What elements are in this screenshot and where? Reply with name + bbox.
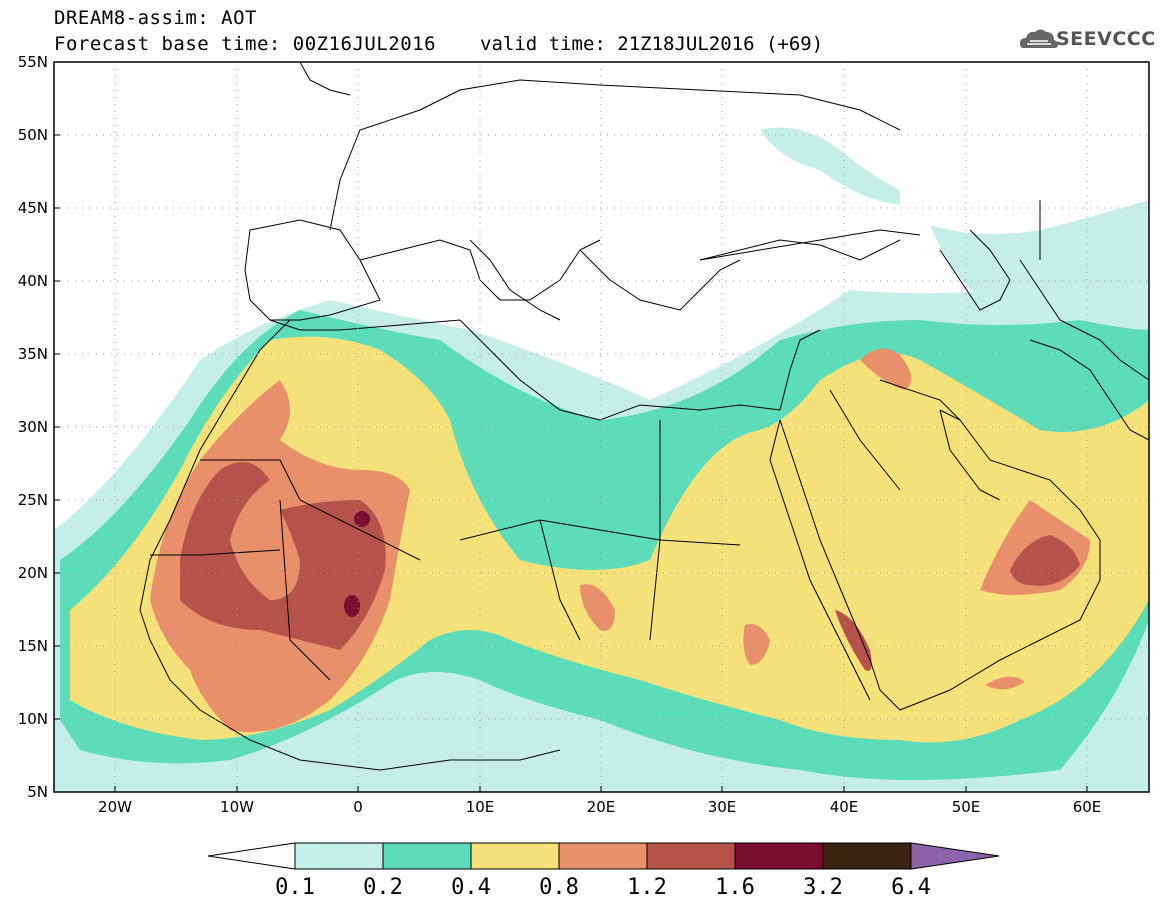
- lat-label: 50N: [18, 126, 48, 144]
- colorbar-label: 6.4: [891, 875, 931, 900]
- latitude-labels: 5N 10N 15N 20N 25N 30N 35N 40N 45N 50N 5…: [18, 53, 48, 801]
- aot-band-1.6-b: [344, 595, 360, 617]
- lat-label: 45N: [18, 199, 48, 217]
- aot-band-1.6-a: [354, 511, 370, 527]
- colorbar-label: 0.2: [363, 875, 403, 900]
- aot-band-0.8-sudan: [743, 624, 770, 665]
- colorbar-under-triangle: [207, 842, 296, 870]
- aot-band-0.8-iraq: [860, 348, 912, 390]
- aot-band-1.2: [180, 462, 386, 650]
- colorbar-swatch: [294, 842, 384, 870]
- aot-band-0.8-yemen: [985, 676, 1025, 690]
- lat-label: 30N: [18, 418, 48, 436]
- longitude-labels: 20W 10W 0 10E 20E 30E 40E 50E 60E: [98, 798, 1101, 816]
- lon-label: 50E: [952, 798, 981, 816]
- colorbar-label: 1.2: [627, 875, 667, 900]
- lon-label: 0: [353, 798, 363, 816]
- aot-band-0.8-chad: [580, 584, 615, 631]
- colorbar-label: 0.8: [539, 875, 579, 900]
- lat-label: 40N: [18, 272, 48, 290]
- colorbar-label: 3.2: [803, 875, 843, 900]
- lon-label: 20E: [587, 798, 616, 816]
- logo-text: SEEVCCC: [1056, 28, 1156, 50]
- colorbar-swatch: [734, 842, 824, 870]
- lon-label: 10W: [220, 798, 254, 816]
- valid-time: valid time: 21Z18JUL2016 (+69): [480, 33, 824, 55]
- colorbar-label: 0.4: [451, 875, 491, 900]
- lat-label: 35N: [18, 345, 48, 363]
- lat-label: 5N: [27, 783, 48, 801]
- lat-label: 20N: [18, 564, 48, 582]
- colorbar-label: 0.1: [275, 875, 315, 900]
- map-title: DREAM8-assim: AOT: [54, 7, 257, 29]
- lat-label: 15N: [18, 637, 48, 655]
- lon-label: 40E: [830, 798, 859, 816]
- colorbar-label: 1.6: [715, 875, 755, 900]
- cloud-logo-icon: [1020, 29, 1058, 48]
- aot-band-0.1-north: [760, 127, 900, 205]
- colorbar-swatch: [382, 842, 472, 870]
- lon-label: 20W: [98, 798, 132, 816]
- axis-ticks: [54, 61, 1088, 793]
- lat-label: 10N: [18, 710, 48, 728]
- graticule: [54, 62, 1149, 792]
- colorbar-swatch: [470, 842, 560, 870]
- aot-band-1.2-redsea: [835, 610, 872, 671]
- colorbar-over-triangle: [910, 842, 1000, 870]
- forecast-base-time: Forecast base time: 00Z16JUL2016: [54, 33, 437, 55]
- lon-label: 10E: [466, 798, 495, 816]
- colorbar-swatch: [558, 842, 648, 870]
- lat-label: 55N: [18, 53, 48, 71]
- lon-label: 30E: [708, 798, 737, 816]
- colorbar-swatch: [646, 842, 736, 870]
- lon-label: 60E: [1073, 798, 1102, 816]
- colorbar-swatch: [822, 842, 912, 870]
- coastlines: [139, 62, 1149, 771]
- aot-field: [54, 127, 1149, 792]
- lat-label: 25N: [18, 491, 48, 509]
